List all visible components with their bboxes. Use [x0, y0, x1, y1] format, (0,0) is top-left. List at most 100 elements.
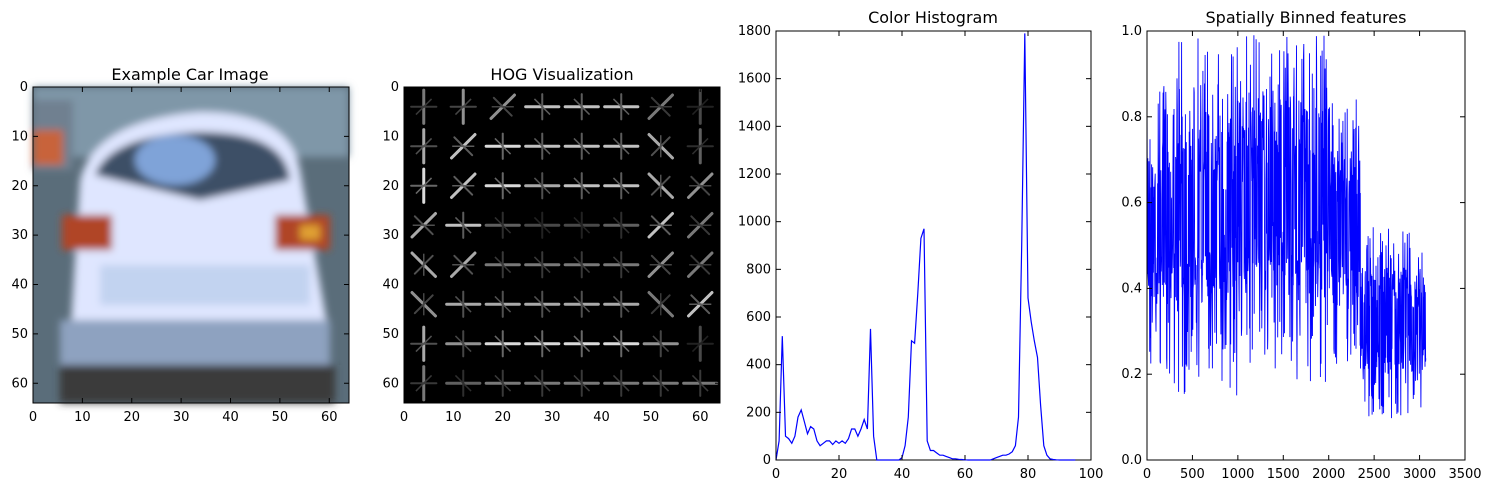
hog-cell [524, 369, 561, 397]
y-tick-labels: 0 200 400 600 800 1000 1200 1400 1600 1800 [738, 24, 1091, 468]
y-tick-label: 20 [11, 179, 28, 194]
y-tick-label: 0.8 [1121, 110, 1142, 125]
y-tick-label: 60 [11, 376, 28, 391]
hog-cell [445, 211, 482, 239]
hog-cell [410, 251, 437, 278]
hog-cell [445, 369, 482, 397]
y-tick-label: 0.6 [1121, 196, 1142, 211]
x-tick-labels: 0 10 20 30 40 50 60 [29, 87, 338, 425]
x-tick-label: 10 [74, 410, 91, 425]
y-tick-label: 0 [20, 80, 28, 95]
y-tick-label: 600 [746, 310, 771, 325]
hog-cell [603, 211, 640, 239]
y-tick-label: 800 [746, 262, 771, 277]
y-tick-label: 400 [746, 358, 771, 373]
x-tick-label: 1000 [1221, 467, 1254, 482]
x-tick-label: 10 [445, 410, 462, 425]
panel-title: Example Car Image [111, 65, 268, 84]
hog-cell [642, 369, 679, 397]
hog-cell [682, 369, 719, 397]
hog-cell [484, 132, 521, 160]
x-tick-label: 30 [173, 410, 190, 425]
panel-title: Color Histogram [868, 8, 998, 27]
y-tick-labels: 0.0 0.2 0.4 0.6 0.8 1.0 [1121, 24, 1465, 468]
y-tick-labels: 0 10 20 30 40 50 60 [382, 80, 720, 391]
hog-cell [647, 93, 674, 120]
spatial-feature-line [1147, 35, 1427, 419]
x-tick-labels: 0 20 40 60 80 100 [772, 31, 1104, 482]
x-tick-label: 0 [772, 467, 780, 482]
x-tick-label: 0 [400, 410, 408, 425]
axes-frame [403, 86, 721, 404]
x-tick-label: 30 [544, 410, 561, 425]
y-tick-label: 30 [11, 228, 28, 243]
y-tick-label: 200 [746, 405, 771, 420]
hog-cell [603, 290, 640, 318]
hog-cell [524, 132, 561, 160]
x-tick-labels: 0 500 1000 1500 2000 2500 3000 3500 [1143, 31, 1482, 482]
y-tick-label: 0 [391, 80, 399, 95]
hog-background [404, 87, 720, 403]
x-tick-label: 100 [1079, 467, 1104, 482]
hog-cell [563, 211, 600, 239]
hog-cell [524, 172, 561, 200]
y-tick-label: 1.0 [1121, 24, 1142, 39]
hog-cell [524, 330, 561, 358]
hog-cell [524, 211, 561, 239]
panel-hog: HOG Visualization 0 10 20 30 40 50 60 0 10 20 30 4… [382, 65, 721, 425]
hog-cell [563, 132, 600, 160]
hog-cell [686, 88, 714, 125]
x-tick-label: 3000 [1403, 467, 1436, 482]
y-tick-label: 0 [763, 453, 771, 468]
hog-cell [563, 172, 600, 200]
hog-cell [563, 290, 600, 318]
y-tick-label: 10 [11, 129, 28, 144]
x-tick-label: 500 [1180, 467, 1205, 482]
hog-cell [450, 133, 477, 160]
x-tick-label: 20 [831, 467, 848, 482]
hog-cell [642, 330, 679, 358]
x-tick-label: 40 [894, 467, 911, 482]
x-tick-label: 60 [957, 467, 974, 482]
hog-cell [603, 132, 640, 160]
y-tick-label: 0.0 [1121, 453, 1142, 468]
axes-frame [775, 30, 1092, 461]
x-tick-label: 60 [692, 410, 709, 425]
hog-cell [410, 128, 438, 165]
hog-cell [484, 290, 521, 318]
x-tick-label: 2500 [1358, 467, 1391, 482]
car-image [33, 87, 349, 403]
hog-cell [687, 172, 714, 199]
axes-frame [32, 86, 350, 404]
y-tick-label: 0.4 [1121, 281, 1142, 296]
hog-cell [484, 172, 521, 200]
hog-cell [563, 330, 600, 358]
histogram-line [775, 33, 1076, 461]
y-tick-label: 1200 [738, 167, 771, 182]
hog-cell [410, 291, 437, 318]
x-tick-label: 0 [29, 410, 37, 425]
x-tick-label: 1500 [1267, 467, 1300, 482]
panel-color-histogram: Color Histogram 0 20 40 60 80 100 0 200 400 600 8… [738, 8, 1104, 482]
hog-cell [484, 330, 521, 358]
x-tick-labels: 0 10 20 30 40 50 60 [400, 87, 709, 425]
hog-cell [647, 291, 674, 318]
hog-cell [410, 365, 438, 402]
hog-cell [484, 369, 521, 397]
hog-cells [410, 88, 719, 402]
y-tick-label: 60 [382, 376, 399, 391]
hog-cell [450, 251, 477, 278]
panel-car-image: Example Car Image 0 10 20 30 40 50 [11, 65, 350, 425]
x-tick-label: 0 [1143, 467, 1151, 482]
hog-cell [563, 93, 600, 121]
y-tick-labels: 0 10 20 30 40 50 60 [11, 80, 349, 391]
hog-cell [603, 369, 640, 397]
hog-cell [484, 211, 521, 239]
hog-cell [603, 93, 640, 121]
hog-cell [687, 251, 714, 278]
x-tick-label: 20 [494, 410, 511, 425]
hog-cell [603, 330, 640, 358]
hog-cell [524, 290, 561, 318]
y-tick-label: 0.2 [1121, 367, 1142, 382]
